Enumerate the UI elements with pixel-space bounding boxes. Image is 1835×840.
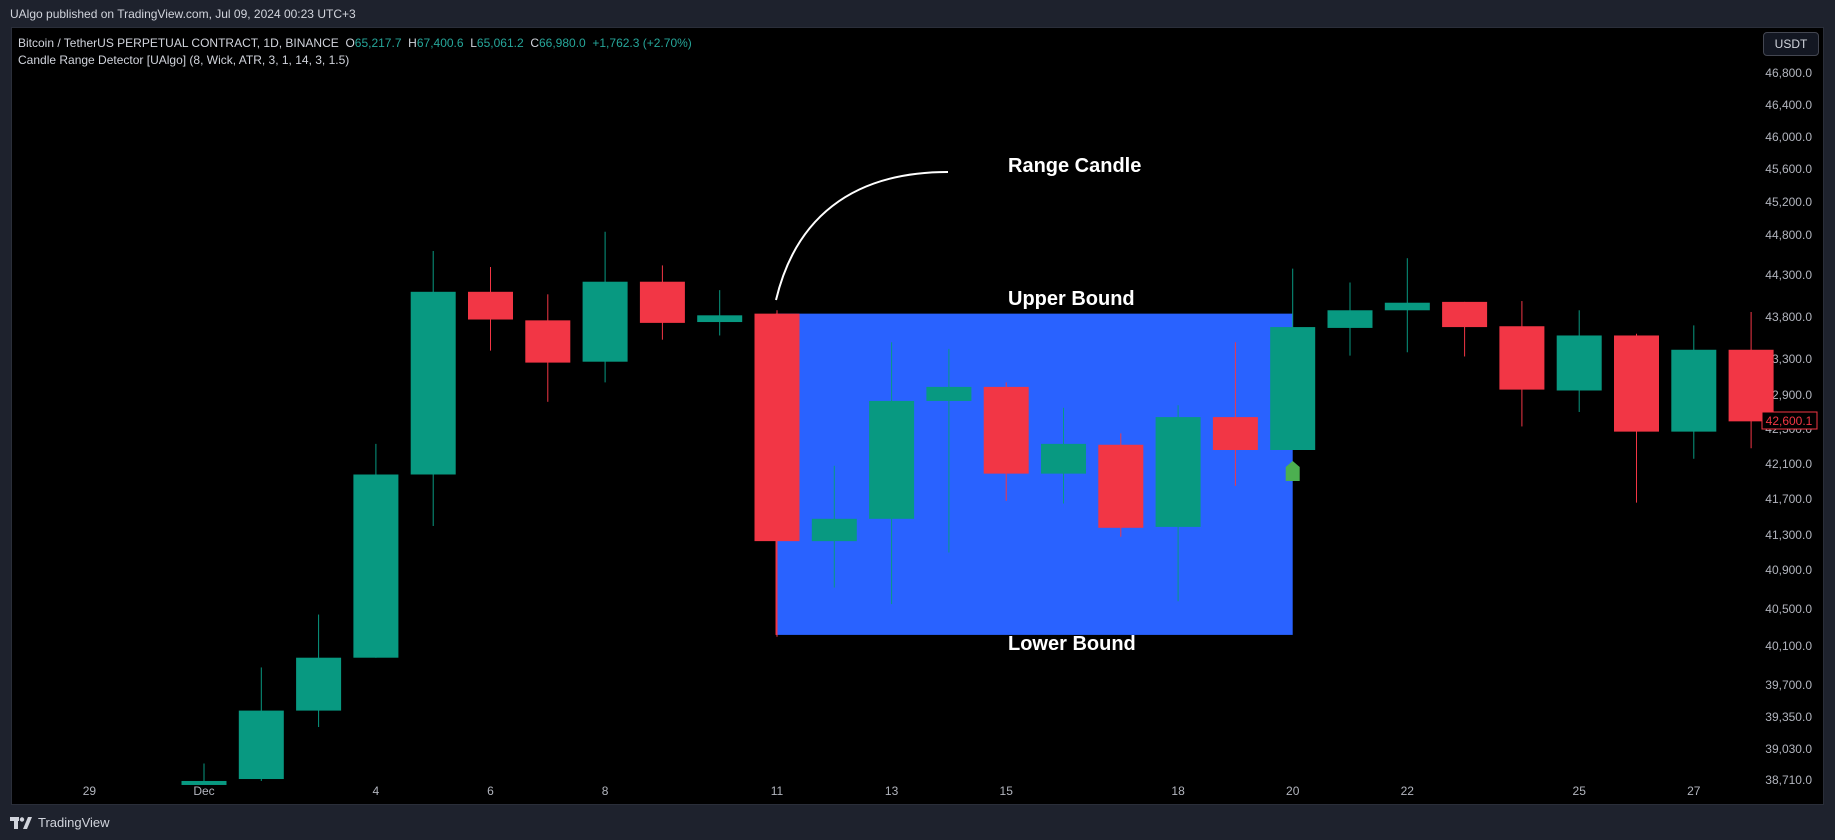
time-tick-label: 11: [771, 784, 784, 798]
open-label: O: [345, 36, 355, 50]
time-tick-label: 8: [602, 784, 609, 798]
price-tick-label: 45,600.0: [1765, 162, 1812, 176]
chart-legend: Bitcoin / TetherUS PERPETUAL CONTRACT, 1…: [18, 35, 692, 69]
range-box: [776, 313, 1293, 635]
candles-layer: [181, 231, 1774, 785]
time-tick-label: 15: [1000, 784, 1014, 798]
low-value: 65,061.2: [476, 36, 524, 50]
time-tick-label: 4: [373, 784, 380, 798]
price-tick-label: 42,900.0: [1765, 388, 1812, 402]
candle-body: [1442, 301, 1488, 328]
range-box-layer: [775, 313, 1293, 635]
candle-body: [296, 657, 342, 711]
time-tick-label: 20: [1286, 784, 1300, 798]
indicator-row[interactable]: Candle Range Detector [UAlgo] (8, Wick, …: [18, 52, 692, 69]
time-tick-label: 29: [83, 784, 97, 798]
time-tick-label: 25: [1573, 784, 1587, 798]
price-axis[interactable]: 46,800.0 46,400.0 46,000.0 45,600.0 45,200.0…: [1765, 66, 1812, 787]
time-tick-label: 13: [885, 784, 899, 798]
candle-body: [582, 281, 628, 362]
candle-body: [238, 710, 284, 780]
last-price-tag-box: [1761, 411, 1818, 430]
tradingview-logo[interactable]: TradingView: [10, 815, 110, 830]
candle-body: [410, 291, 456, 475]
candle-body: [926, 386, 972, 401]
range-candle-arrow: [775, 171, 949, 301]
upper-bound-label: Upper Bound: [1008, 288, 1135, 310]
last-price-tag-text: 42,600.1: [1766, 414, 1813, 428]
price-tick-label: 43,300.0: [1765, 352, 1812, 366]
candle-body: [1327, 310, 1373, 328]
candle-body: [525, 320, 571, 363]
footer-brand: TradingView: [38, 815, 110, 830]
high-label: H: [408, 36, 417, 50]
candle-body: [869, 400, 915, 519]
range-candle-label: Range Candle: [1008, 155, 1141, 177]
candle-body: [1212, 417, 1258, 450]
candle-body: [983, 386, 1029, 474]
price-tick-label: 39,700.0: [1765, 678, 1812, 692]
candle-body: [1098, 444, 1144, 528]
change-value: +1,762.3 (+2.70%): [592, 36, 692, 50]
candle-body: [1270, 327, 1316, 450]
low-label: L: [470, 36, 477, 50]
price-tick-label: 41,300.0: [1765, 528, 1812, 542]
candle-body: [353, 474, 399, 658]
time-tick-label: 27: [1687, 784, 1701, 798]
candle-body: [1556, 335, 1602, 391]
price-tick-label: 40,500.0: [1765, 602, 1812, 616]
price-tick-label: 46,400.0: [1765, 98, 1812, 112]
candle-body: [1671, 349, 1717, 432]
candle-body: [1728, 349, 1774, 422]
symbol-row: Bitcoin / TetherUS PERPETUAL CONTRACT, 1…: [18, 35, 692, 52]
candle-body: [1614, 335, 1659, 432]
time-tick-label: 6: [487, 784, 494, 798]
time-tick-label: Dec: [193, 784, 214, 798]
candle-body: [1384, 302, 1430, 311]
currency-button[interactable]: USDT: [1763, 32, 1819, 56]
symbol-name[interactable]: Bitcoin / TetherUS PERPETUAL CONTRACT, 1…: [18, 36, 339, 50]
price-tick-label: 40,900.0: [1765, 563, 1812, 577]
price-tick-label: 42,100.0: [1765, 457, 1812, 471]
price-tick-label: 41,700.0: [1765, 492, 1812, 506]
time-tick-label: 22: [1401, 784, 1415, 798]
breakout-marker: [1285, 461, 1300, 481]
candle-body: [697, 315, 743, 323]
open-value: 65,217.7: [354, 36, 402, 50]
tradingview-icon: [10, 816, 32, 829]
price-tick-label: 45,200.0: [1765, 195, 1812, 209]
price-tick-label: 38,710.0: [1765, 773, 1812, 787]
candle-body: [1155, 417, 1201, 527]
candle-body: [811, 518, 857, 542]
candle-body: [181, 780, 227, 785]
time-axis[interactable]: 29 Dec 4 6 8 11 13 15 18 20 22 25 27: [83, 784, 1701, 798]
close-value: 66,980.0: [538, 36, 586, 50]
price-tick-label: 46,000.0: [1765, 130, 1812, 144]
top-bar: UAlgo published on TradingView.com, Jul …: [0, 0, 1835, 27]
last-price-tag: 42,600.1: [1761, 411, 1818, 430]
price-tick-label: 44,300.0: [1765, 268, 1812, 282]
time-tick-label: 18: [1171, 784, 1185, 798]
high-value: 67,400.6: [416, 36, 464, 50]
price-tick-label: 40,100.0: [1765, 639, 1812, 653]
close-label: C: [530, 36, 539, 50]
lower-bound-label: Lower Bound: [1008, 633, 1136, 655]
price-tick-label: 43,800.0: [1765, 310, 1812, 324]
price-tick-label: 39,350.0: [1765, 710, 1812, 724]
bottom-bar: [0, 805, 1835, 840]
price-tick-label: 46,800.0: [1765, 66, 1812, 80]
published-text: UAlgo published on TradingView.com, Jul …: [10, 7, 356, 21]
annotations-layer: Range Candle Upper Bound Lower Bound: [775, 155, 1141, 655]
candle-body: [1041, 443, 1086, 474]
candle-body: [1499, 326, 1545, 390]
candle-body: [468, 291, 513, 320]
price-tick-label: 44,800.0: [1765, 228, 1812, 242]
candle-body: [754, 313, 800, 542]
candle-body: [639, 281, 685, 323]
price-tick-label: 39,030.0: [1765, 742, 1812, 756]
indicator-name[interactable]: Candle Range Detector [UAlgo] (8, Wick, …: [18, 53, 350, 67]
